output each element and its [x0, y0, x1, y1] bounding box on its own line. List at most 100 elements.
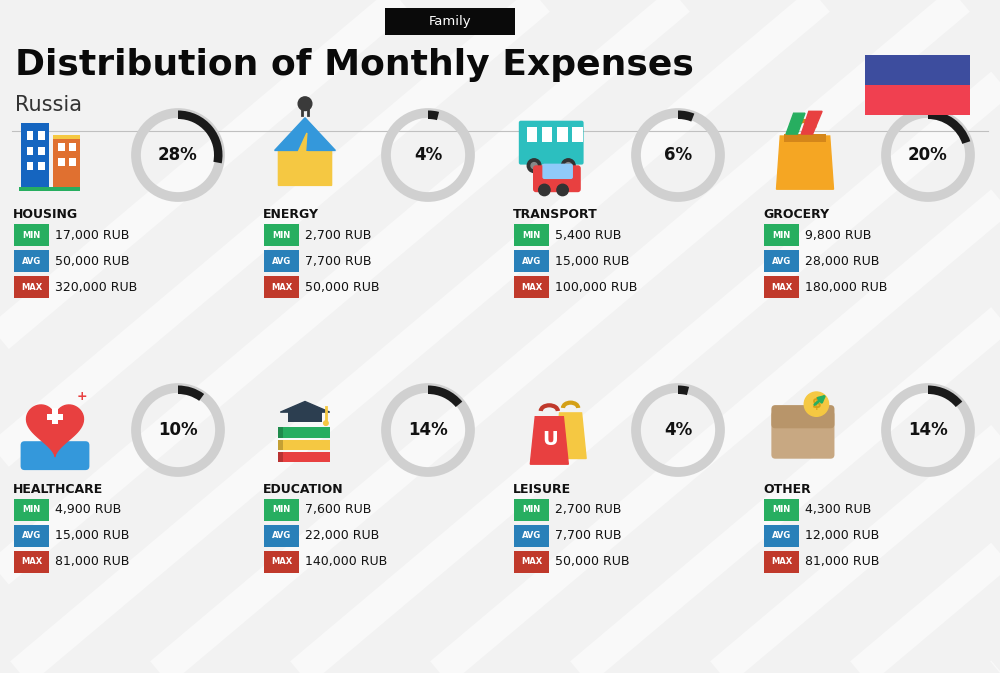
Circle shape: [565, 163, 571, 169]
Text: MAX: MAX: [21, 283, 42, 291]
FancyBboxPatch shape: [278, 427, 330, 438]
FancyBboxPatch shape: [38, 131, 45, 140]
FancyBboxPatch shape: [69, 158, 76, 166]
FancyBboxPatch shape: [26, 162, 33, 170]
Wedge shape: [428, 386, 462, 407]
Polygon shape: [786, 113, 805, 134]
Wedge shape: [428, 110, 439, 120]
Text: AVG: AVG: [522, 256, 541, 266]
Text: 320,000 RUB: 320,000 RUB: [55, 281, 137, 293]
Polygon shape: [278, 122, 332, 185]
Text: 12,000 RUB: 12,000 RUB: [805, 530, 879, 542]
FancyBboxPatch shape: [514, 499, 549, 521]
Polygon shape: [555, 413, 586, 458]
FancyBboxPatch shape: [264, 551, 299, 573]
FancyBboxPatch shape: [385, 8, 515, 35]
FancyBboxPatch shape: [514, 250, 549, 272]
Text: 50,000 RUB: 50,000 RUB: [305, 281, 380, 293]
FancyBboxPatch shape: [19, 186, 80, 191]
FancyBboxPatch shape: [21, 122, 49, 189]
FancyBboxPatch shape: [264, 276, 299, 297]
FancyBboxPatch shape: [14, 250, 49, 272]
Text: 81,000 RUB: 81,000 RUB: [805, 555, 879, 569]
Text: 6%: 6%: [664, 146, 692, 164]
Text: Russia: Russia: [15, 95, 82, 115]
FancyBboxPatch shape: [764, 525, 799, 546]
Text: HOUSING: HOUSING: [13, 208, 78, 221]
Text: 15,000 RUB: 15,000 RUB: [55, 530, 129, 542]
FancyBboxPatch shape: [14, 224, 49, 246]
FancyBboxPatch shape: [557, 127, 568, 142]
Text: TRANSPORT: TRANSPORT: [513, 208, 598, 221]
Wedge shape: [678, 110, 694, 122]
Polygon shape: [776, 136, 834, 189]
Text: 7,700 RUB: 7,700 RUB: [555, 530, 622, 542]
Text: AVG: AVG: [22, 532, 41, 540]
FancyBboxPatch shape: [278, 452, 330, 462]
FancyBboxPatch shape: [21, 441, 89, 470]
Circle shape: [298, 97, 312, 110]
Text: MIN: MIN: [22, 230, 41, 240]
FancyBboxPatch shape: [514, 551, 549, 573]
FancyBboxPatch shape: [38, 147, 45, 155]
Polygon shape: [530, 417, 568, 464]
Wedge shape: [678, 386, 689, 395]
FancyBboxPatch shape: [288, 412, 322, 422]
Text: $: $: [812, 397, 821, 411]
FancyBboxPatch shape: [542, 164, 573, 179]
Text: U: U: [543, 430, 558, 449]
Text: AVG: AVG: [22, 256, 41, 266]
Circle shape: [804, 392, 829, 417]
Text: MIN: MIN: [272, 230, 291, 240]
Text: 140,000 RUB: 140,000 RUB: [305, 555, 387, 569]
FancyBboxPatch shape: [14, 551, 49, 573]
FancyBboxPatch shape: [526, 127, 537, 142]
Text: OTHER: OTHER: [763, 483, 811, 496]
Polygon shape: [298, 133, 313, 178]
Circle shape: [539, 184, 550, 196]
FancyBboxPatch shape: [14, 525, 49, 546]
FancyBboxPatch shape: [26, 147, 33, 155]
Text: MAX: MAX: [521, 557, 542, 567]
FancyBboxPatch shape: [514, 276, 549, 297]
FancyBboxPatch shape: [69, 143, 76, 151]
FancyBboxPatch shape: [264, 525, 299, 546]
Polygon shape: [275, 118, 335, 151]
Text: 4,900 RUB: 4,900 RUB: [55, 503, 121, 516]
FancyBboxPatch shape: [533, 166, 581, 192]
Text: 50,000 RUB: 50,000 RUB: [55, 254, 130, 267]
FancyBboxPatch shape: [514, 224, 549, 246]
Text: MIN: MIN: [522, 505, 541, 514]
Text: AVG: AVG: [272, 256, 291, 266]
FancyBboxPatch shape: [264, 250, 299, 272]
Polygon shape: [801, 111, 822, 134]
Text: 22,000 RUB: 22,000 RUB: [305, 530, 379, 542]
Text: 5,400 RUB: 5,400 RUB: [555, 229, 621, 242]
FancyBboxPatch shape: [52, 409, 58, 424]
Circle shape: [561, 159, 575, 172]
Text: 7,700 RUB: 7,700 RUB: [305, 254, 372, 267]
FancyBboxPatch shape: [53, 135, 80, 139]
Text: ENERGY: ENERGY: [263, 208, 319, 221]
FancyBboxPatch shape: [771, 411, 834, 459]
Text: MAX: MAX: [271, 557, 292, 567]
FancyBboxPatch shape: [264, 224, 299, 246]
Text: 50,000 RUB: 50,000 RUB: [555, 555, 630, 569]
Text: MIN: MIN: [772, 230, 791, 240]
Text: 4%: 4%: [414, 146, 442, 164]
Text: 100,000 RUB: 100,000 RUB: [555, 281, 637, 293]
Text: MIN: MIN: [22, 505, 41, 514]
Text: MIN: MIN: [772, 505, 791, 514]
FancyBboxPatch shape: [572, 127, 583, 142]
FancyBboxPatch shape: [38, 162, 45, 170]
Text: 17,000 RUB: 17,000 RUB: [55, 229, 129, 242]
FancyBboxPatch shape: [14, 276, 49, 297]
Text: 28,000 RUB: 28,000 RUB: [805, 254, 879, 267]
Text: HEALTHCARE: HEALTHCARE: [13, 483, 103, 496]
FancyBboxPatch shape: [278, 439, 330, 450]
FancyBboxPatch shape: [47, 415, 63, 420]
Text: 81,000 RUB: 81,000 RUB: [55, 555, 129, 569]
FancyBboxPatch shape: [764, 250, 799, 272]
FancyBboxPatch shape: [784, 134, 826, 142]
Text: Family: Family: [429, 15, 471, 28]
